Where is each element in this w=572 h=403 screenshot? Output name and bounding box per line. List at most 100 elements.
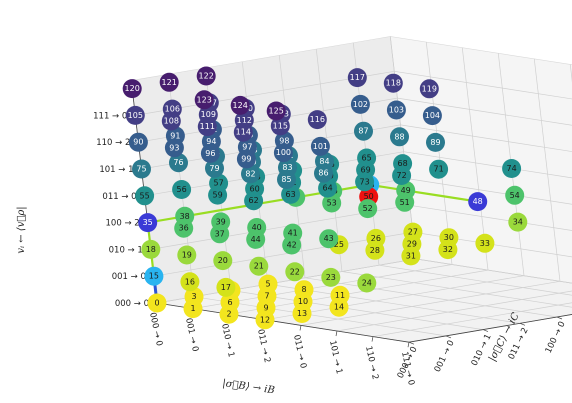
x-tick-mark <box>299 325 302 331</box>
y-tick-mark <box>408 341 415 345</box>
data-point-marker <box>196 66 216 86</box>
data-point-marker <box>194 90 214 110</box>
data-point-marker <box>350 94 370 114</box>
grid-line <box>300 280 561 326</box>
data-point-label: 85 <box>281 175 291 184</box>
data-point-marker <box>249 256 269 276</box>
data-point: 111 <box>197 117 217 137</box>
data-point: 124 <box>230 95 250 115</box>
data-point-marker <box>390 127 409 147</box>
data-point: 56 <box>172 180 192 199</box>
data-point-label: 52 <box>363 204 373 213</box>
data-point-marker <box>386 100 406 120</box>
data-point-marker <box>383 73 403 93</box>
data-point: 121 <box>159 72 179 92</box>
x-axis-label: |σ⃗B⟩ → iB <box>222 378 276 396</box>
y-tick-mark <box>445 335 452 339</box>
data-point-marker <box>241 164 260 184</box>
data-point-marker <box>347 68 367 88</box>
data-point: 63 <box>281 184 301 204</box>
data-point-marker <box>270 116 290 136</box>
data-point: 85 <box>277 170 296 189</box>
data-point-label: 90 <box>133 138 143 147</box>
data-point-marker <box>183 299 203 319</box>
grid-line <box>336 290 572 332</box>
data-point-label: 23 <box>326 273 336 282</box>
data-point-label: 86 <box>318 169 328 178</box>
data-point-label: 25 <box>334 240 344 249</box>
data-point: 31 <box>401 246 421 266</box>
data-point-label: 60 <box>250 184 260 193</box>
data-point: 119 <box>419 79 439 99</box>
data-point-label: 21 <box>254 262 264 271</box>
grid-line <box>341 271 572 308</box>
data-point-label: 28 <box>370 246 380 255</box>
data-point-label: 87 <box>358 127 368 136</box>
data-point: 15 <box>144 266 164 286</box>
data-point-label: 38 <box>180 212 190 221</box>
data-point-label: 99 <box>241 155 251 164</box>
data-point-label: 79 <box>209 164 219 173</box>
data-point: 99 <box>236 149 256 169</box>
data-point-marker <box>141 239 161 259</box>
y-tick-label: 010 → 1 <box>470 333 494 368</box>
data-point: 101 <box>310 136 330 156</box>
data-point-label: 15 <box>149 272 159 281</box>
data-point-label: 69 <box>361 165 371 174</box>
y-tick-mark <box>556 316 563 320</box>
data-point-marker <box>318 178 338 198</box>
data-point-label: 116 <box>310 115 325 124</box>
data-point-marker <box>244 191 264 211</box>
x-tick-label: 001 → 0 <box>183 317 200 353</box>
data-point-label: 62 <box>249 196 259 205</box>
data-point-label: 10 <box>298 297 308 306</box>
data-point-label: 40 <box>252 223 262 232</box>
y-tick-label: 001 → 0 <box>433 339 457 374</box>
data-point-marker <box>285 262 305 282</box>
grid-line <box>409 204 572 231</box>
data-point-marker <box>164 138 184 158</box>
data-point-label: 27 <box>408 228 418 237</box>
data-point-label: 26 <box>371 234 381 243</box>
data-point: 21 <box>249 256 269 276</box>
data-point-marker <box>246 229 266 249</box>
data-point-label: 109 <box>201 110 216 119</box>
data-point-marker <box>281 184 301 204</box>
data-point: 55 <box>135 186 155 206</box>
data-point-label: 35 <box>143 218 153 227</box>
data-point-label: 96 <box>205 149 215 158</box>
data-point-marker <box>429 159 449 179</box>
data-point: 104 <box>422 106 442 126</box>
data-point-marker <box>319 229 339 249</box>
data-point-label: 5 <box>265 280 270 289</box>
data-point-marker <box>508 212 528 232</box>
data-point-label: 59 <box>213 191 223 200</box>
data-point: 64 <box>318 178 338 198</box>
data-point-label: 14 <box>334 303 344 312</box>
data-point-label: 18 <box>146 245 156 254</box>
data-point: 125 <box>266 101 286 121</box>
data-point: 88 <box>390 127 409 147</box>
data-point: 117 <box>347 68 367 88</box>
x-tick-label: 011 → 0 <box>291 334 308 370</box>
data-point-marker <box>147 293 167 313</box>
data-point-label: 32 <box>443 245 453 254</box>
data-point: 74 <box>502 159 522 178</box>
data-point: 75 <box>132 159 151 179</box>
data-point-label: 91 <box>170 131 180 140</box>
data-point: 82 <box>241 164 260 184</box>
data-point-label: 98 <box>279 136 289 145</box>
data-point: 42 <box>282 235 302 255</box>
data-point-label: 100 <box>276 148 291 157</box>
data-point-label: 93 <box>169 143 179 152</box>
data-point-label: 104 <box>425 111 440 120</box>
data-point-label: 39 <box>216 217 226 226</box>
y-tick-mark <box>519 322 526 326</box>
data-point-label: 6 <box>227 298 232 307</box>
data-point-marker <box>233 122 253 142</box>
data-point-label: 42 <box>287 241 297 250</box>
data-point-marker <box>401 246 421 266</box>
data-point: 72 <box>392 166 412 185</box>
data-point-label: 54 <box>510 191 520 200</box>
data-point: 71 <box>429 159 449 179</box>
